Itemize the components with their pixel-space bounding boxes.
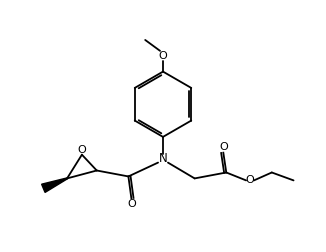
Text: O: O <box>127 199 136 209</box>
Text: O: O <box>78 145 86 155</box>
Text: O: O <box>219 142 228 152</box>
Text: O: O <box>246 175 254 185</box>
Text: N: N <box>159 152 167 165</box>
Polygon shape <box>42 178 67 193</box>
Text: O: O <box>159 51 167 61</box>
